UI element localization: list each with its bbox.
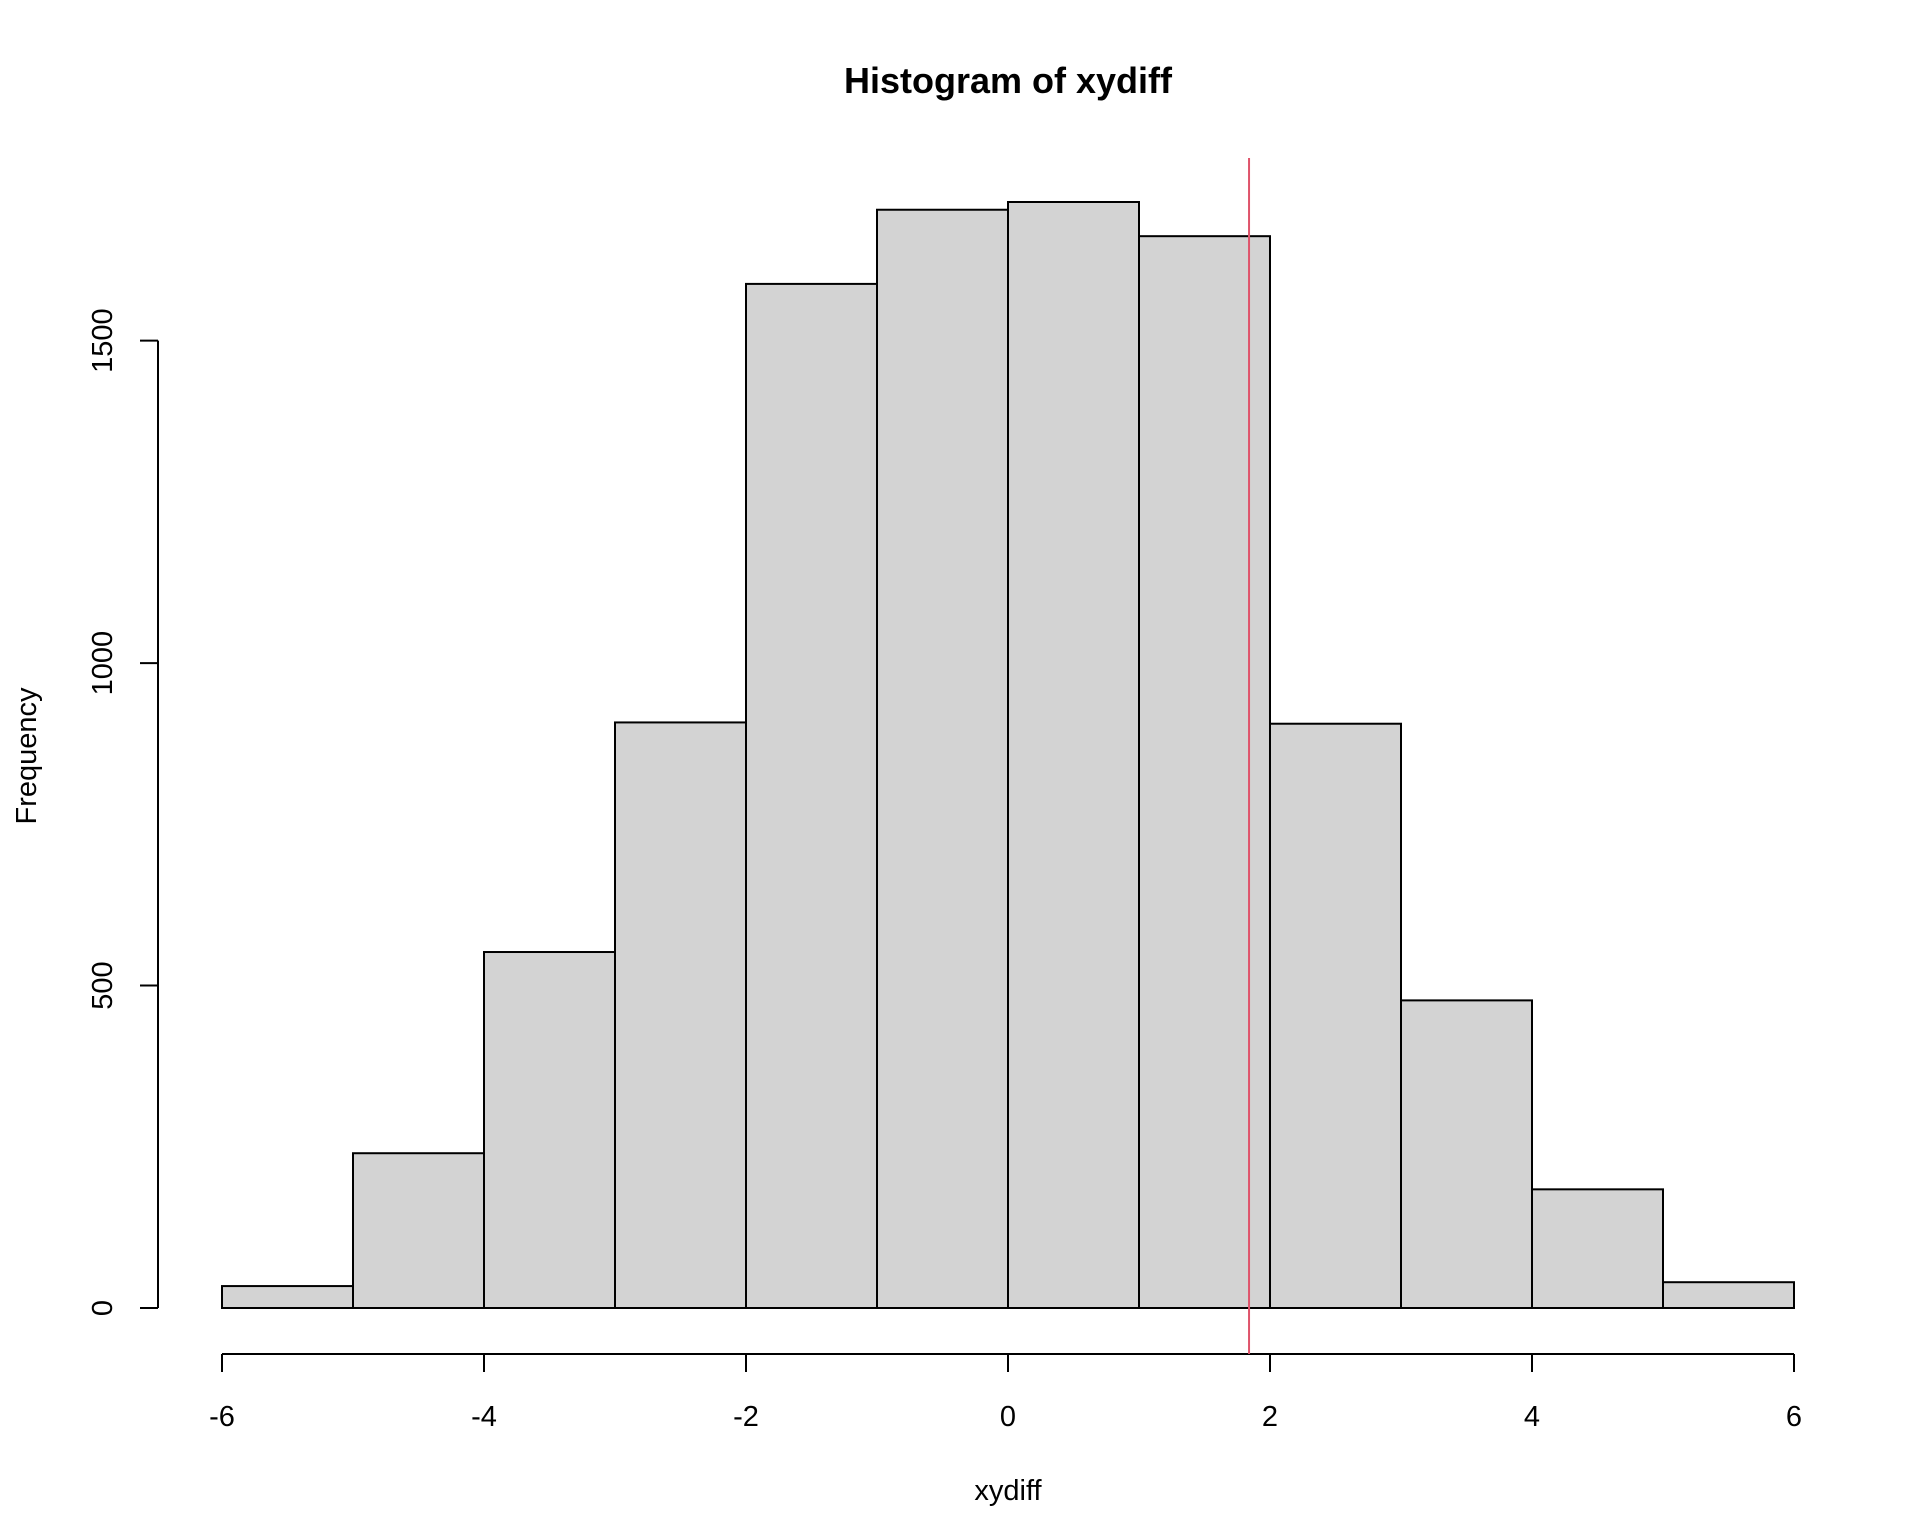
y-tick-label: 1000 xyxy=(87,631,119,696)
y-tick-label: 0 xyxy=(87,1300,119,1316)
histogram-bar xyxy=(1138,235,1271,1310)
histogram-bar xyxy=(614,721,747,1309)
x-tick-label: 2 xyxy=(1262,1401,1278,1433)
x-tick-label: 4 xyxy=(1524,1401,1540,1433)
y-tick-label: 500 xyxy=(87,961,119,1009)
histogram-bar xyxy=(1400,999,1533,1309)
histogram-bar xyxy=(1531,1188,1664,1309)
histogram-bar xyxy=(1269,722,1402,1309)
histogram-bar xyxy=(745,282,878,1309)
x-tick-label: -6 xyxy=(209,1401,235,1433)
x-axis-label: xydiff xyxy=(974,1475,1042,1507)
histogram-bar xyxy=(1007,201,1140,1309)
y-tick-label: 1500 xyxy=(87,308,119,373)
x-axis: -6 -4 -2 0 2 4 6 xyxy=(209,1353,1802,1433)
histogram-bar xyxy=(1662,1281,1795,1310)
x-tick-label: -4 xyxy=(471,1401,497,1433)
histogram-bar xyxy=(483,951,616,1309)
x-tick-label: -2 xyxy=(733,1401,759,1433)
histogram-bar xyxy=(352,1152,485,1309)
y-axis: 0 500 1000 1500 xyxy=(87,308,159,1316)
bars-group xyxy=(221,201,1795,1310)
x-tick-label: 0 xyxy=(1000,1401,1016,1433)
x-tick-label: 6 xyxy=(1786,1401,1802,1433)
y-axis-label: Frequency xyxy=(11,687,43,825)
chart-title: Histogram of xydiff xyxy=(844,60,1173,101)
histogram-bar xyxy=(876,208,1009,1309)
histogram-bar xyxy=(221,1285,354,1310)
